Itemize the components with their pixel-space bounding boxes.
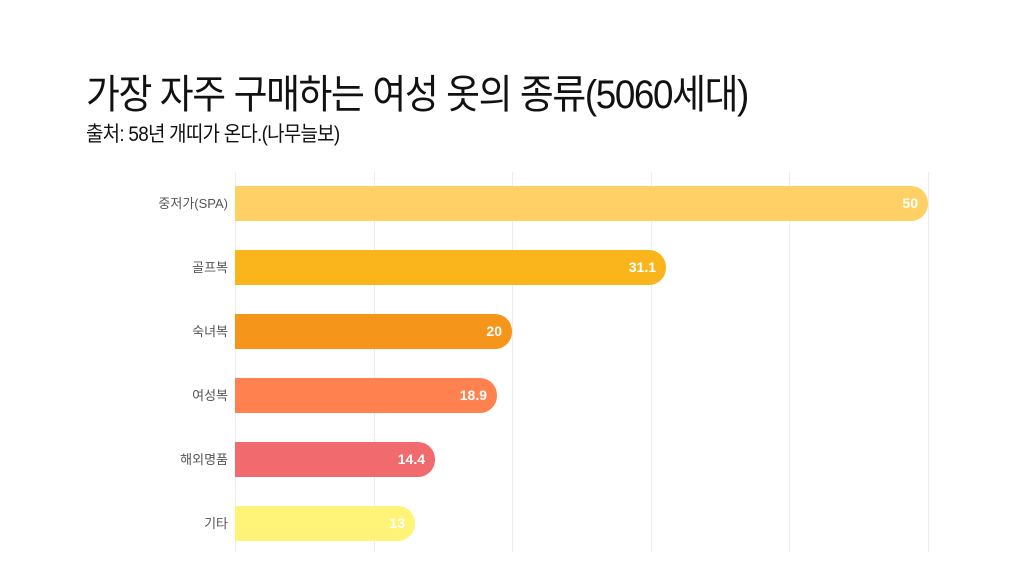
gridline [235,172,236,552]
bar[interactable]: 31.1 [235,250,666,285]
category-label: 여성복 [192,388,228,403]
chart-title: 가장 자주 구매하는 여성 옷의 종류(5060세대) [86,73,749,117]
gridline [374,172,375,552]
bar-value-label: 50 [902,195,918,211]
bar-value-label: 31.1 [628,259,656,275]
bar-value-label: 20 [486,323,502,339]
gridline [928,172,929,552]
gridline [789,172,790,552]
category-label: 해외명품 [180,452,228,467]
gridline [512,172,513,552]
bar[interactable]: 13 [235,506,415,541]
bar[interactable]: 20 [235,314,512,349]
bar-value-label: 13 [389,515,405,531]
category-label: 숙녀복 [192,324,228,339]
gridline [651,172,652,552]
category-label: 골프복 [192,260,228,275]
bar-value-label: 18.9 [459,387,487,403]
bar[interactable]: 14.4 [235,442,435,477]
chart-subtitle: 출처: 58년 개띠가 온다.(나무늘보) [86,123,340,146]
category-label: 기타 [204,516,228,531]
bar[interactable]: 18.9 [235,378,497,413]
category-label: 중저가(SPA) [158,196,228,211]
bar[interactable]: 50 [235,186,928,221]
bar-value-label: 14.4 [397,451,425,467]
